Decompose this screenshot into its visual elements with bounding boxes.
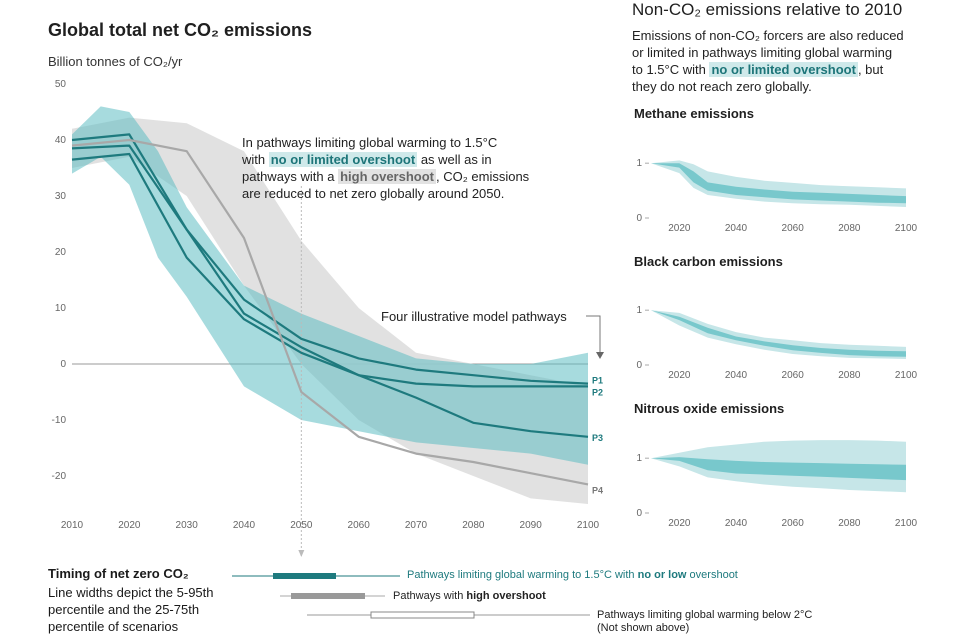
series-line-p2	[71, 152, 588, 388]
pathways-arrow	[596, 352, 604, 359]
mini-y-tick-label: 1	[636, 453, 642, 464]
legend-desc-2: percentile and the 25-75th	[48, 602, 200, 617]
y-tick-label: -20	[52, 471, 67, 482]
mini-x-tick-label: 2040	[725, 223, 748, 234]
y-tick-label: 30	[55, 191, 67, 202]
x-tick-label: 2100	[577, 520, 600, 531]
right-title: Non-CO₂ emissions relative to 2010	[632, 0, 903, 19]
annotation-line-3: pathways with a high overshoot, CO₂ emis…	[242, 169, 530, 184]
mini-inner-band	[651, 163, 906, 204]
main-y-axis-label: Billion tonnes of CO₂/yr	[48, 54, 183, 69]
mini-x-tick-label: 2100	[895, 518, 918, 529]
legend-item-3: Pathways limiting global warming below 2…	[597, 609, 812, 635]
series-label-p3: P3	[592, 433, 603, 443]
methane-chart: 1 0 2020 2040 2060 2080 2100	[636, 158, 918, 234]
x-tick-label: 2070	[405, 520, 428, 531]
highlight-high-overshoot: high overshoot	[338, 169, 436, 184]
mini-y-tick-label: 1	[636, 158, 642, 169]
mini-x-tick-label: 2020	[668, 223, 691, 234]
annotation-line-4: are reduced to net zero globally around …	[242, 186, 505, 201]
legend-bars	[232, 573, 590, 619]
legend-teal-iqr-bar	[273, 573, 336, 579]
legend-title: Timing of net zero CO₂	[48, 566, 189, 581]
nitrous-oxide-title: Nitrous oxide emissions	[634, 401, 785, 416]
mini-x-tick-label: 2020	[668, 370, 691, 381]
legend-item-2: Pathways with high overshoot	[393, 590, 546, 602]
right-text-line-3: to 1.5°C with no or limited overshoot, b…	[632, 62, 884, 77]
x-tick-label: 2020	[118, 520, 141, 531]
series-label-p1: P1	[592, 376, 603, 386]
mini-x-tick-label: 2100	[895, 370, 918, 381]
annotation-text: In pathways limiting global warming to 1…	[242, 134, 529, 202]
mini-x-tick-label: 2040	[725, 518, 748, 529]
black-carbon-chart: 1 0 2020 2040 2060 2080 2100	[636, 305, 918, 381]
main-chart-title: Global total net CO₂ emissions	[48, 20, 313, 40]
net-zero-marker-arrow	[298, 550, 305, 557]
mini-x-tick-label: 2060	[782, 518, 805, 529]
y-tick-label: -10	[52, 415, 67, 426]
low-overshoot-band	[72, 106, 588, 465]
x-tick-label: 2060	[348, 520, 371, 531]
x-tick-label: 2030	[176, 520, 199, 531]
legend-2c-iqr-bar	[370, 611, 475, 619]
mini-x-tick-label: 2040	[725, 370, 748, 381]
x-tick-label: 2050	[290, 520, 313, 531]
pathways-label: Four illustrative model pathways	[381, 309, 567, 324]
pathways-bracket	[586, 315, 601, 352]
legend-item-3-line-1: Pathways limiting global warming below 2…	[597, 609, 813, 621]
mini-y-tick-label: 0	[636, 360, 642, 371]
highlight-no-limited-overshoot: no or limited overshoot	[268, 152, 418, 167]
right-description: Emissions of non-CO₂ forcers are also re…	[632, 27, 904, 95]
x-tick-label: 2090	[520, 520, 543, 531]
mini-x-tick-label: 2100	[895, 223, 918, 234]
legend-item-1: Pathways limiting global warming to 1.5°…	[407, 569, 738, 581]
mini-outer-band	[651, 310, 906, 359]
series-label-p4: P4	[592, 485, 603, 495]
mini-x-tick-label: 2080	[838, 370, 861, 381]
black-carbon-title: Black carbon emissions	[634, 254, 783, 269]
series-line-p1	[71, 144, 589, 385]
y-tick-label: 50	[55, 79, 67, 90]
right-text-line-1: Emissions of non-CO₂ forcers are also re…	[632, 28, 904, 43]
series-line-p4	[71, 138, 589, 486]
legend-item-3-line-2: (Not shown above)	[597, 622, 690, 634]
legend-description: Line widths depict the 5-95th percentile…	[48, 584, 214, 635]
annotation-line-1: In pathways limiting global warming to 1…	[242, 135, 498, 150]
x-tick-label: 2040	[233, 520, 256, 531]
mini-x-tick-label: 2020	[668, 518, 691, 529]
mini-y-tick-label: 0	[636, 508, 642, 519]
nitrous-oxide-chart: 1 0 2020 2040 2060 2080 2100	[636, 440, 918, 529]
legend-desc-3: percentile of scenarios	[48, 619, 179, 634]
mini-x-tick-label: 2080	[838, 223, 861, 234]
mini-x-tick-label: 2080	[838, 518, 861, 529]
series-label-p2: P2	[592, 387, 603, 397]
mini-inner-band	[651, 310, 906, 357]
right-text-line-2: or limited in pathways limiting global w…	[632, 45, 893, 60]
right-text-line-4: they do not reach zero globally.	[632, 79, 812, 94]
y-tick-label: 20	[55, 247, 67, 258]
x-tick-label: 2080	[462, 520, 485, 531]
mini-x-tick-label: 2060	[782, 370, 805, 381]
methane-title: Methane emissions	[634, 106, 754, 121]
right-highlight-no-limited-overshoot: no or limited overshoot	[709, 62, 858, 77]
y-tick-label: 40	[55, 135, 67, 146]
mini-y-tick-label: 0	[636, 213, 642, 224]
y-tick-label: 0	[60, 359, 66, 370]
mini-y-tick-label: 1	[636, 305, 642, 316]
legend-grey-iqr-bar	[291, 593, 365, 599]
annotation-line-2: with no or limited overshoot as well as …	[242, 152, 492, 167]
mini-inner-band	[651, 457, 906, 481]
mini-x-tick-label: 2060	[782, 223, 805, 234]
legend-desc-1: Line widths depict the 5-95th	[48, 585, 214, 600]
x-tick-label: 2010	[61, 520, 84, 531]
y-tick-label: 10	[55, 303, 67, 314]
series-line-p3	[71, 133, 589, 438]
